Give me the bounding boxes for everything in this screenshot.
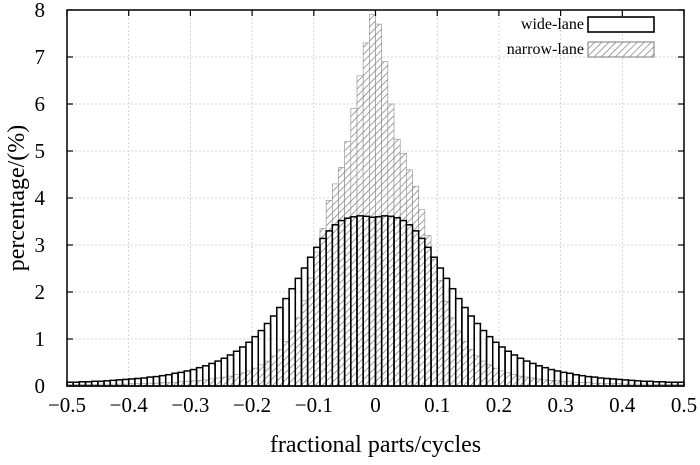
narrow-lane-bar [473,355,481,387]
legend-swatch-wide-lane [587,16,655,33]
narrow-lane-bar [245,370,253,387]
narrow-lane-bar [510,374,518,387]
narrow-lane-bar [424,235,432,387]
x-tick-label: 0.2 [486,393,512,417]
x-tick-label: 0 [370,393,381,417]
narrow-lane-bar [467,349,475,387]
narrow-lane-bar [307,277,315,387]
x-axis-label: fractional parts/cycles [270,432,481,458]
narrow-lane-bar [202,379,210,387]
x-tick-label: −0.4 [110,393,149,417]
y-tick-label: 0 [35,374,46,398]
narrow-lane-bar [535,378,543,387]
narrow-lane-bar [313,251,321,387]
narrow-lane-bar [332,183,339,387]
x-tick-label: 0.4 [609,393,636,417]
narrow-lane-bar [492,367,500,387]
y-axis-label: percentage/(%) [4,125,30,272]
narrow-lane-bar [529,377,537,387]
narrow-lane-bar [208,378,216,387]
x-tick-label: −0.3 [171,393,209,417]
narrow-lane-bar [381,61,389,387]
y-tick-label: 6 [35,92,46,116]
y-tick-label: 3 [35,233,46,257]
axis-ticks: −0.5 −0.4 −0.3 −0.2 −0.1 0 0.1 0.2 0.3 0.4 0.5 0 1 2 3… [35,0,698,417]
narrow-lane-bar [541,379,549,387]
narrow-lane-bar [325,200,333,387]
narrow-lane-bar [449,317,457,387]
narrow-lane-bar [227,375,234,387]
narrow-lane-bar [375,23,382,387]
narrow-lane-bar [498,370,506,387]
narrow-lane-bar [214,377,222,387]
x-tick-label: −0.2 [233,393,271,417]
narrow-lane-bar [319,228,327,387]
legend-label-wide-lane: wide-lane [521,16,584,33]
narrow-lane-bar [257,364,265,387]
narrow-lane-bar [387,103,395,387]
legend-swatch-narrow-lane [587,41,655,58]
legend: wide-lane narrow-lane [507,16,655,58]
narrow-lane-bar [455,330,463,387]
narrow-lane-bar [264,360,271,387]
narrow-lane-bar [399,153,407,387]
narrow-lane-bar [480,360,487,387]
narrow-lane-bar [547,380,555,387]
x-tick-label: 0.3 [547,393,573,417]
narrow-lane-bar [288,330,296,387]
narrow-lane-bar [430,258,438,387]
narrow-lane-bar [461,341,469,387]
legend-label-narrow-lane: narrow-lane [507,41,584,58]
narrow-lane-bar [517,375,524,387]
narrow-lane-bar [486,364,494,387]
narrow-lane-bar [220,376,228,387]
narrow-lane-bar [443,301,450,387]
narrow-lane-bar [338,167,345,387]
narrow-lane-bar [554,380,561,387]
y-tick-label: 7 [35,45,46,69]
narrow-lane-bar [523,376,531,387]
narrow-lane-bar [356,75,364,387]
y-tick-label: 2 [35,280,46,304]
narrow-lane-bar [369,14,376,387]
narrow-lane-bar [239,372,247,387]
narrow-lane-bar [251,367,259,387]
narrow-lane-bar [412,185,419,387]
narrow-lane-bar [294,317,302,387]
narrow-lane-bar [344,141,352,387]
narrow-lane-bar [233,374,241,387]
narrow-lane-bar [418,209,426,387]
narrow-lane-bar [362,42,370,387]
narrow-lane-bar [504,372,512,387]
narrow-lane-bar [436,279,444,387]
narrow-lane-bar [350,108,358,387]
wide-lane-series [66,215,685,387]
x-tick-label: 0.5 [671,393,697,417]
y-tick-label: 5 [35,139,46,163]
x-tick-label: −0.1 [295,393,333,417]
x-tick-label: −0.5 [48,393,86,417]
narrow-lane-bar [270,355,278,387]
y-tick-label: 4 [35,186,46,210]
narrow-lane-bar [282,341,290,387]
x-tick-label: 0.1 [424,393,450,417]
narrow-lane-bar [276,349,284,387]
narrow-lane-bar [393,138,401,387]
narrow-lane-bar [190,380,197,387]
narrow-lane-bar [406,169,413,387]
narrow-lane-bar [301,300,308,387]
y-tick-label: 1 [35,327,46,351]
narrow-lane-bar [196,380,204,387]
y-tick-label: 8 [35,0,46,22]
